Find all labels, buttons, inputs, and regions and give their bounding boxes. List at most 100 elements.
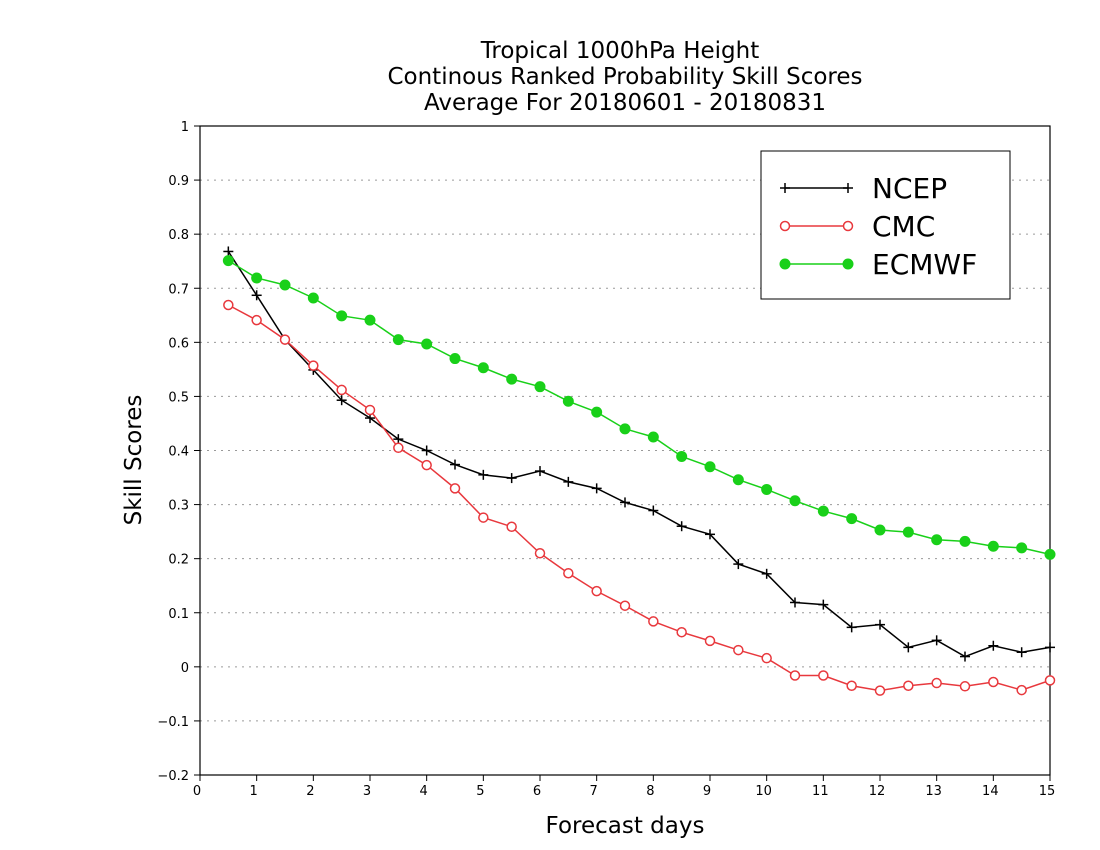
- ecmwf-point: [959, 535, 971, 547]
- x-tick-label: 11: [812, 784, 829, 799]
- cmc-point: [364, 404, 376, 416]
- ncep-point: [563, 476, 574, 487]
- cmc-point: [903, 680, 914, 692]
- y-tick-label: 0.6: [168, 336, 189, 351]
- cmc-point: [421, 459, 432, 471]
- ncep-point: [1016, 647, 1027, 658]
- ecmwf-point: [789, 495, 801, 507]
- y-tick-label: 0.2: [168, 553, 189, 568]
- cmc-point: [279, 334, 291, 345]
- y-tick-label: 0.8: [168, 228, 189, 243]
- ecmwf-point: [846, 513, 858, 525]
- cmc-point: [393, 442, 404, 454]
- plot-frame: [199, 125, 1051, 776]
- cmc-point: [563, 568, 574, 579]
- cmc-point: [988, 676, 999, 688]
- ecmwf-point: [1044, 548, 1056, 560]
- x-tick-label: 2: [306, 784, 314, 799]
- ecmwf-point: [732, 474, 744, 486]
- x-tick-label: 3: [363, 784, 371, 799]
- legend: NCEP CMC ECMWF: [760, 150, 1011, 300]
- cmc-point: [308, 360, 319, 371]
- ecmwf-point: [336, 310, 348, 322]
- y-tick-label: −0.1: [157, 715, 189, 730]
- ecmwf-point: [506, 373, 518, 385]
- ncep-point: [818, 599, 829, 610]
- ecmwf-point: [676, 450, 688, 462]
- cmc-point: [591, 585, 602, 597]
- ecmwf-point: [279, 279, 291, 291]
- x-tick-label: 4: [420, 784, 428, 799]
- ecmwf-point: [251, 272, 263, 284]
- cmc-point: [648, 616, 659, 627]
- ncep-point: [960, 651, 970, 662]
- ncep-point: [450, 459, 460, 470]
- legend-marker-cmc: [779, 220, 791, 232]
- ncep-point: [421, 445, 432, 456]
- chart-title-line-2: Continous Ranked Probability Skill Score…: [387, 64, 862, 90]
- ecmwf-point: [307, 292, 319, 304]
- ncep-point: [761, 568, 772, 579]
- cmc-point: [818, 670, 829, 681]
- ecmwf-point: [1016, 542, 1028, 554]
- ecmwf-point: [562, 395, 574, 407]
- ecmwf-point: [874, 524, 886, 536]
- x-tick-label: 12: [869, 784, 886, 799]
- cmc-point: [619, 600, 631, 611]
- ncep-point: [591, 483, 602, 494]
- chart-title-line-3: Average For 20180601 - 20180831: [424, 90, 826, 116]
- x-tick-label: 5: [476, 784, 484, 799]
- x-tick-label: 0: [193, 784, 201, 799]
- ecmwf-point: [591, 406, 603, 418]
- ecmwf-point: [619, 423, 631, 435]
- cmc-point: [704, 635, 716, 647]
- legend-box: [760, 150, 1011, 300]
- data-series: [222, 246, 1056, 696]
- y-axis-label: Skill Scores: [121, 395, 147, 526]
- ncep-line: [227, 251, 1051, 658]
- legend-marker-ncep: [780, 183, 790, 193]
- ncep-point: [251, 290, 262, 301]
- legend-label-cmc: CMC: [872, 210, 935, 243]
- cmc-point: [676, 626, 687, 638]
- x-tick-label: 6: [533, 784, 541, 799]
- ncep-point: [393, 434, 404, 445]
- y-tick-label: −0.2: [157, 769, 189, 784]
- cmc-point: [1044, 675, 1056, 686]
- legend-marker-cmc: [842, 220, 854, 232]
- x-tick-label: 7: [590, 784, 598, 799]
- ncep-point: [733, 559, 744, 570]
- cmc-point: [534, 548, 546, 559]
- ecmwf-point: [421, 338, 433, 350]
- ecmwf-point: [817, 505, 829, 517]
- y-tick-label: 0.5: [168, 390, 189, 405]
- x-tick-label: 10: [755, 784, 772, 799]
- cmc-point: [1016, 684, 1027, 696]
- ncep-point: [1045, 642, 1055, 653]
- ecmwf-point: [222, 255, 234, 267]
- ncep-point: [846, 622, 857, 633]
- ncep-point: [705, 529, 715, 540]
- cmc-point: [506, 521, 517, 533]
- ecmwf-point: [392, 334, 404, 346]
- y-tick-label: 0.3: [168, 499, 189, 514]
- ncep-point: [790, 597, 800, 608]
- y-tick-label: 0: [181, 661, 189, 676]
- ecmwf-point: [902, 526, 914, 538]
- ecmwf-point: [364, 314, 376, 326]
- ecmwf-point: [761, 483, 773, 495]
- ncep-point: [620, 497, 630, 508]
- x-tick-label: 9: [703, 784, 711, 799]
- cmc-point: [874, 685, 886, 696]
- x-tick-label: 1: [250, 784, 258, 799]
- cmc-point: [223, 299, 234, 311]
- ecmwf-point: [704, 461, 716, 473]
- cmc-point: [959, 681, 971, 692]
- cmc-point: [336, 384, 347, 396]
- ecmwf-point: [449, 353, 461, 365]
- ecmwf-point: [534, 381, 546, 393]
- ncep-point: [676, 521, 687, 532]
- x-axis-label: Forecast days: [546, 813, 705, 839]
- ncep-point: [875, 619, 885, 630]
